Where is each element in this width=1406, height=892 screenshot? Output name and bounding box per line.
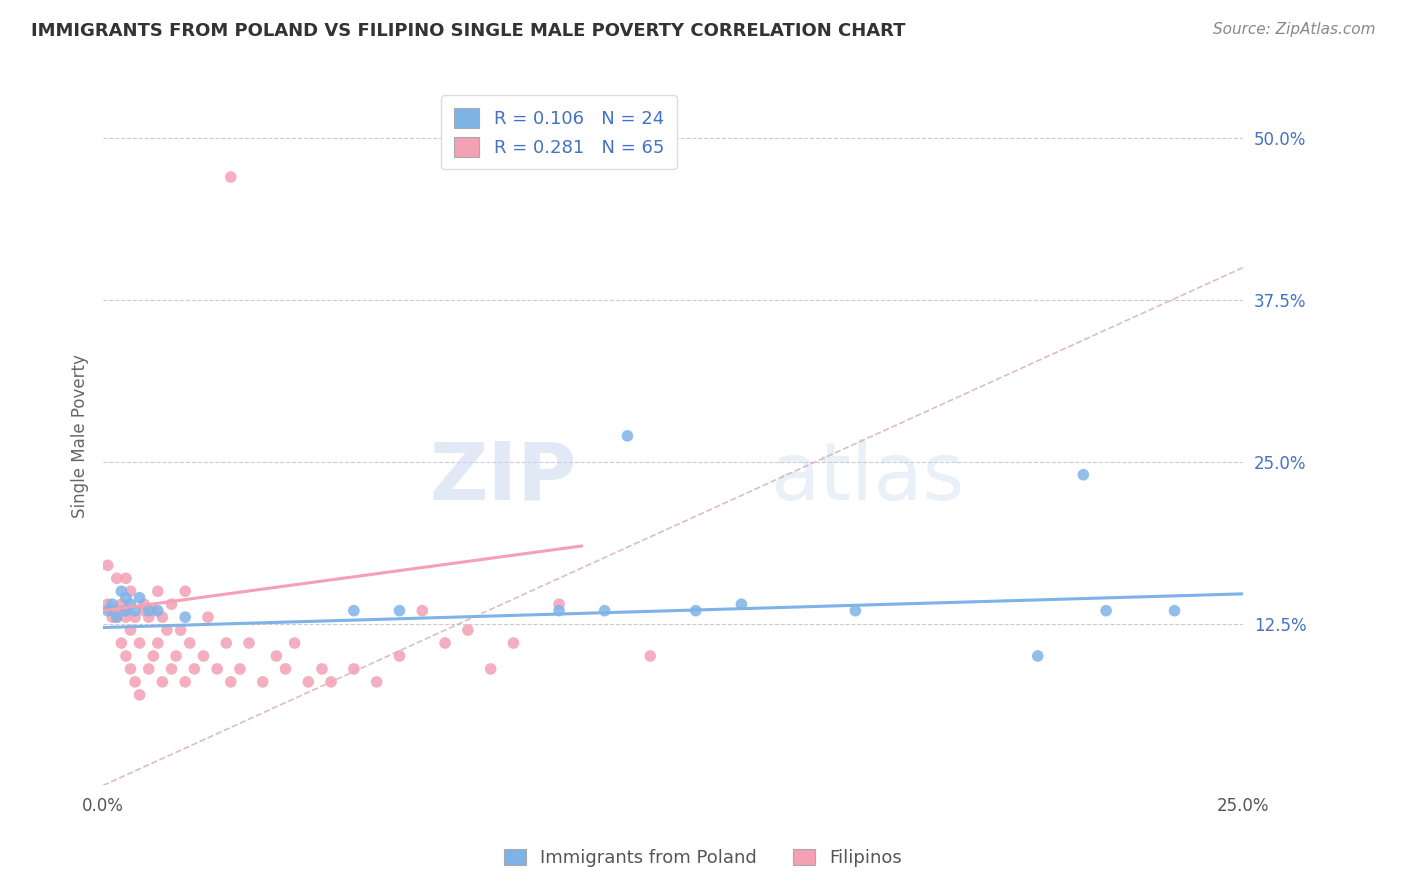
Point bbox=[366, 674, 388, 689]
Point bbox=[229, 662, 252, 676]
Point bbox=[128, 591, 150, 605]
Point bbox=[97, 604, 120, 618]
Point bbox=[115, 648, 138, 663]
Point bbox=[174, 584, 197, 599]
Point bbox=[105, 604, 128, 618]
Point bbox=[434, 636, 457, 650]
Point bbox=[638, 648, 661, 663]
Point bbox=[266, 648, 288, 663]
Point bbox=[193, 648, 215, 663]
Point bbox=[274, 662, 297, 676]
Point bbox=[502, 636, 524, 650]
Point bbox=[616, 429, 638, 443]
Point bbox=[124, 610, 146, 624]
Point bbox=[169, 623, 191, 637]
Text: ZIP: ZIP bbox=[429, 439, 576, 516]
Point bbox=[128, 636, 150, 650]
Point bbox=[252, 674, 274, 689]
Point bbox=[115, 571, 138, 585]
Point bbox=[124, 604, 146, 618]
Point bbox=[120, 584, 142, 599]
Point bbox=[388, 648, 411, 663]
Point bbox=[134, 597, 156, 611]
Point bbox=[179, 636, 201, 650]
Point bbox=[197, 610, 219, 624]
Point bbox=[238, 636, 260, 650]
Point bbox=[110, 636, 132, 650]
Point bbox=[120, 623, 142, 637]
Point bbox=[215, 636, 238, 650]
Point bbox=[457, 623, 479, 637]
Point bbox=[479, 662, 502, 676]
Point bbox=[1026, 648, 1049, 663]
Point bbox=[97, 558, 120, 573]
Point bbox=[115, 591, 138, 605]
Point bbox=[105, 610, 128, 624]
Point bbox=[134, 604, 156, 618]
Text: atlas: atlas bbox=[770, 439, 965, 516]
Point bbox=[105, 571, 128, 585]
Point bbox=[138, 610, 160, 624]
Point bbox=[343, 662, 366, 676]
Point bbox=[146, 584, 169, 599]
Point bbox=[110, 604, 132, 618]
Point bbox=[1073, 467, 1095, 482]
Point bbox=[128, 688, 150, 702]
Point bbox=[101, 597, 124, 611]
Point bbox=[105, 610, 128, 624]
Point bbox=[685, 604, 707, 618]
Point bbox=[160, 597, 183, 611]
Point bbox=[311, 662, 333, 676]
Point bbox=[124, 674, 146, 689]
Point bbox=[142, 648, 165, 663]
Point bbox=[110, 597, 132, 611]
Point bbox=[219, 169, 242, 184]
Point bbox=[115, 610, 138, 624]
Point bbox=[205, 662, 228, 676]
Point bbox=[548, 604, 571, 618]
Point bbox=[1163, 604, 1185, 618]
Point bbox=[120, 597, 142, 611]
Point bbox=[343, 604, 366, 618]
Legend: R = 0.106   N = 24, R = 0.281   N = 65: R = 0.106 N = 24, R = 0.281 N = 65 bbox=[441, 95, 676, 169]
Point bbox=[156, 623, 179, 637]
Point bbox=[388, 604, 411, 618]
Point bbox=[1095, 604, 1118, 618]
Point bbox=[138, 662, 160, 676]
Point bbox=[183, 662, 205, 676]
Point bbox=[548, 597, 571, 611]
Point bbox=[411, 604, 433, 618]
Text: Source: ZipAtlas.com: Source: ZipAtlas.com bbox=[1212, 22, 1375, 37]
Point bbox=[844, 604, 866, 618]
Point bbox=[146, 636, 169, 650]
Point bbox=[297, 674, 319, 689]
Point bbox=[730, 597, 752, 611]
Point bbox=[152, 610, 174, 624]
Point bbox=[97, 597, 120, 611]
Point bbox=[152, 674, 174, 689]
Y-axis label: Single Male Poverty: Single Male Poverty bbox=[72, 354, 89, 518]
Point bbox=[593, 604, 616, 618]
Point bbox=[219, 674, 242, 689]
Point bbox=[120, 662, 142, 676]
Point bbox=[142, 604, 165, 618]
Point bbox=[110, 584, 132, 599]
Point bbox=[146, 604, 169, 618]
Point bbox=[101, 610, 124, 624]
Point bbox=[174, 674, 197, 689]
Text: IMMIGRANTS FROM POLAND VS FILIPINO SINGLE MALE POVERTY CORRELATION CHART: IMMIGRANTS FROM POLAND VS FILIPINO SINGL… bbox=[31, 22, 905, 40]
Point bbox=[165, 648, 187, 663]
Point bbox=[101, 604, 124, 618]
Point bbox=[115, 604, 138, 618]
Point bbox=[160, 662, 183, 676]
Point bbox=[174, 610, 197, 624]
Point bbox=[115, 604, 138, 618]
Point bbox=[284, 636, 307, 650]
Legend: Immigrants from Poland, Filipinos: Immigrants from Poland, Filipinos bbox=[496, 841, 910, 874]
Point bbox=[319, 674, 342, 689]
Point bbox=[138, 604, 160, 618]
